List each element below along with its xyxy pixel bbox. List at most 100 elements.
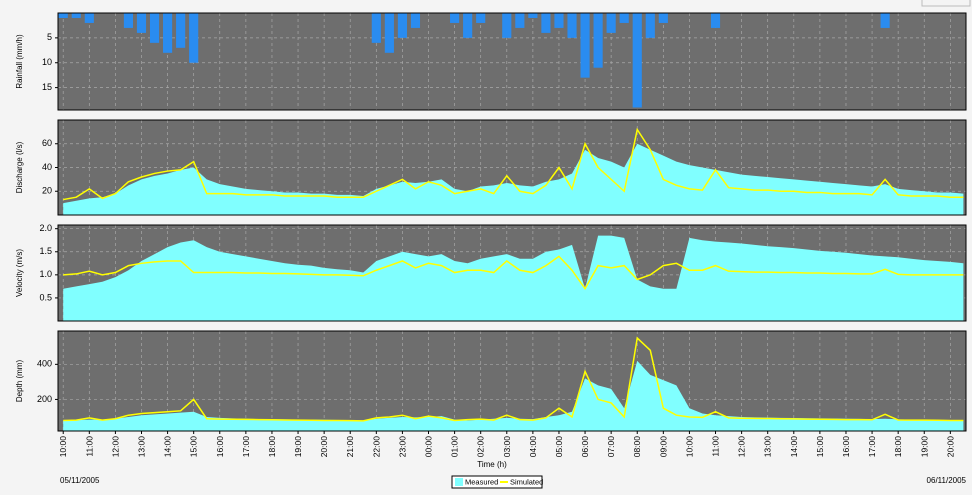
y-tick-label: 40	[42, 162, 52, 172]
rain-bar	[567, 13, 577, 38]
legend-box	[451, 475, 543, 489]
x-tick-label: 12:00	[737, 436, 747, 458]
start-date: 05/11/2005	[60, 476, 100, 485]
y-axis-label: Depth (mm)	[15, 360, 24, 403]
x-tick-label: 22:00	[371, 436, 381, 458]
x-tick-label: 01:00	[450, 436, 460, 458]
x-tick-label: 10:00	[58, 436, 68, 458]
y-tick-label: 400	[37, 359, 52, 369]
rain-bar	[515, 13, 525, 28]
x-tick-label: 12:00	[110, 436, 120, 458]
rain-bar	[554, 13, 564, 28]
measured-area	[63, 143, 964, 215]
x-tick-label: 15:00	[815, 436, 825, 458]
rain-bar	[658, 13, 668, 23]
simulated-line	[63, 336, 964, 422]
x-tick-label: 14:00	[789, 436, 799, 458]
x-tick-label: 04:00	[528, 436, 538, 458]
plot-area	[58, 13, 966, 110]
rain-bar	[632, 13, 642, 108]
x-tick-label: 16:00	[215, 436, 225, 458]
x-tick-label: 17:00	[241, 436, 251, 458]
x-tick-label: 18:00	[893, 436, 903, 458]
x-tick-label: 16:00	[841, 436, 851, 458]
rain-bar	[58, 13, 68, 18]
rain-bar	[593, 13, 603, 68]
rain-bar	[123, 13, 134, 28]
y-tick-label: 60	[42, 138, 52, 148]
x-tick-label: 17:00	[867, 436, 877, 458]
rain-bar	[502, 13, 512, 38]
x-tick-label: 20:00	[945, 436, 955, 458]
rain-bar	[880, 13, 890, 28]
x-tick-label: 13:00	[763, 436, 773, 458]
x-tick-label: 20:00	[319, 436, 329, 458]
rain-bar	[371, 13, 381, 43]
x-tick-label: 15:00	[189, 436, 199, 458]
x-tick-label: 07:00	[606, 436, 616, 458]
y-tick-label: 5	[47, 32, 52, 42]
x-axis-label: Time (h)	[477, 460, 507, 469]
x-tick-label: 11:00	[84, 436, 94, 457]
y-axis-label: Rainfall (mm/h)	[15, 34, 24, 89]
y-tick-label: 15	[42, 82, 52, 92]
rain-bar	[710, 13, 721, 28]
y-axis-label: Velocity (m/s)	[15, 249, 24, 297]
rain-bar	[136, 13, 147, 33]
x-tick-label: 02:00	[476, 436, 486, 458]
rain-bar	[541, 13, 551, 33]
rain-bar	[149, 13, 160, 43]
x-tick-label: 09:00	[658, 436, 668, 458]
measured-area	[63, 235, 964, 321]
rain-bar	[71, 13, 81, 18]
rain-bar	[176, 13, 186, 48]
plot-border	[57, 12, 967, 111]
rain-bar	[645, 13, 655, 38]
x-tick-label: 10:00	[684, 436, 694, 458]
rain-bar	[163, 13, 173, 53]
plot-border	[57, 119, 967, 216]
y-tick-label: 0.5	[39, 292, 52, 302]
x-tick-label: 18:00	[267, 436, 277, 458]
legend-label: Simulated	[510, 477, 543, 486]
plot-area	[58, 331, 966, 431]
rain-bar	[528, 13, 538, 18]
x-tick-label: 03:00	[502, 436, 512, 458]
x-tick-label: 23:00	[397, 436, 407, 458]
y-tick-label: 2.0	[39, 223, 52, 233]
rain-bar	[384, 13, 394, 53]
window-tab	[921, 0, 971, 7]
rain-bar	[189, 13, 199, 63]
x-tick-label: 19:00	[919, 436, 929, 458]
y-tick-label: 20	[42, 186, 52, 196]
simulated-line	[63, 255, 964, 291]
rain-bar	[606, 13, 616, 33]
rain-bar	[580, 13, 590, 78]
x-tick-label: 13:00	[136, 436, 146, 458]
x-tick-label: 14:00	[163, 436, 173, 458]
legend-swatch	[455, 478, 463, 486]
rain-bar	[84, 13, 94, 23]
y-tick-label: 10	[42, 57, 52, 67]
rain-bar	[450, 13, 460, 23]
x-tick-label: 19:00	[293, 436, 303, 458]
x-tick-label: 05:00	[554, 436, 564, 458]
legend-label: Measured	[465, 477, 498, 486]
rain-bar	[619, 13, 629, 23]
rain-bar	[463, 13, 473, 38]
y-tick-label: 1.5	[39, 246, 52, 256]
x-tick-label: 06:00	[580, 436, 590, 458]
plot-border	[57, 224, 967, 322]
y-tick-label: 1.0	[39, 269, 52, 279]
x-tick-label: 11:00	[711, 436, 721, 457]
y-axis-label: Discharge (l/s)	[15, 141, 24, 193]
x-tick-label: 21:00	[345, 436, 355, 458]
rain-bar	[397, 13, 407, 38]
x-tick-label: 08:00	[632, 436, 642, 458]
end-date: 06/11/2005	[927, 476, 967, 485]
rain-bar	[410, 13, 421, 28]
rain-bar	[476, 13, 486, 23]
x-tick-label: 00:00	[424, 436, 434, 458]
simulated-line	[63, 127, 964, 201]
